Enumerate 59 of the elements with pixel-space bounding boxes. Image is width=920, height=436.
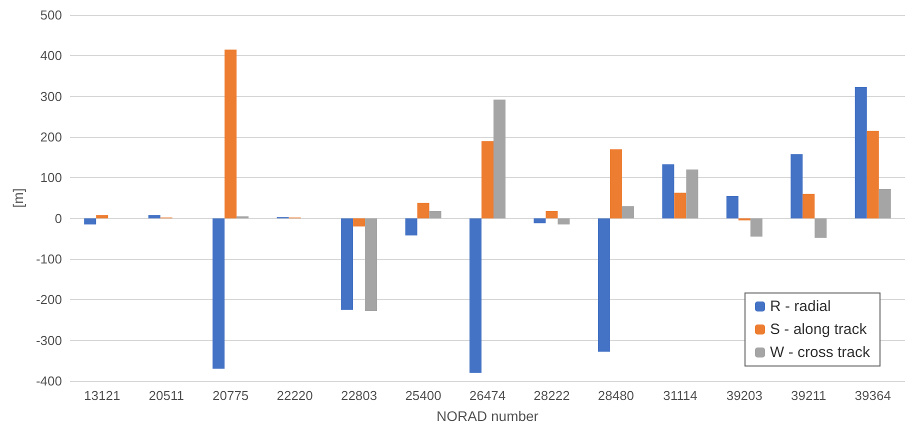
x-tick-label: 20775 <box>212 388 249 403</box>
bar <box>878 189 891 218</box>
y-tick-label: -200 <box>36 292 62 308</box>
x-axis-title: NORAD number <box>436 408 539 424</box>
legend-label: R - radial <box>770 298 831 315</box>
bar <box>148 215 160 218</box>
y-axis-title: [m] <box>10 188 26 208</box>
legend-label: S - along track <box>770 321 868 338</box>
bar <box>546 211 558 218</box>
bar <box>854 86 867 218</box>
x-tick-label: 31114 <box>663 388 698 403</box>
bar <box>470 218 482 373</box>
x-tick-label: 22803 <box>340 388 378 403</box>
bar <box>750 218 762 237</box>
bar <box>353 218 366 226</box>
x-tick-label: 13121 <box>84 388 120 403</box>
x-tick-label: 28480 <box>598 388 634 403</box>
bar <box>405 218 418 236</box>
y-tick-label: -400 <box>36 374 62 388</box>
bar <box>866 130 879 218</box>
bar <box>84 218 96 224</box>
bar <box>212 218 225 369</box>
x-tick-label: 26474 <box>469 388 506 403</box>
y-tick-label: -100 <box>36 252 62 266</box>
y-tick-label: 300 <box>40 88 62 104</box>
x-tick-label: 22220 <box>276 388 313 403</box>
bar <box>341 218 354 310</box>
bar <box>534 218 546 224</box>
bar <box>814 218 827 238</box>
bar <box>558 218 570 224</box>
bar <box>494 100 506 218</box>
y-tick-label: 0 <box>54 210 62 226</box>
bar <box>598 218 610 352</box>
bar <box>726 196 738 218</box>
x-tick-label: 20511 <box>148 388 184 403</box>
x-tick-label: 39364 <box>854 388 891 403</box>
bar <box>662 164 674 218</box>
x-tick-label: 39203 <box>726 388 762 403</box>
bar <box>429 211 442 218</box>
bar <box>365 218 378 312</box>
legend-label: W - cross track <box>770 344 870 361</box>
y-tick-label: 400 <box>40 48 62 64</box>
bar <box>96 215 108 218</box>
bar <box>610 149 622 218</box>
bar <box>674 192 686 218</box>
y-tick-label: 500 <box>40 8 62 22</box>
y-tick-label: 200 <box>40 130 62 144</box>
x-tick-label: 25400 <box>405 388 442 403</box>
y-tick-label: 100 <box>40 170 62 186</box>
bar <box>622 206 634 218</box>
y-tick-label: -300 <box>36 332 62 348</box>
bar <box>802 194 815 218</box>
bar <box>790 154 803 218</box>
bar <box>417 202 430 218</box>
bar <box>686 170 698 218</box>
bar <box>224 50 237 218</box>
bar <box>482 141 494 218</box>
x-tick-label: 28222 <box>534 388 570 403</box>
x-tick-label: 39211 <box>791 388 826 403</box>
